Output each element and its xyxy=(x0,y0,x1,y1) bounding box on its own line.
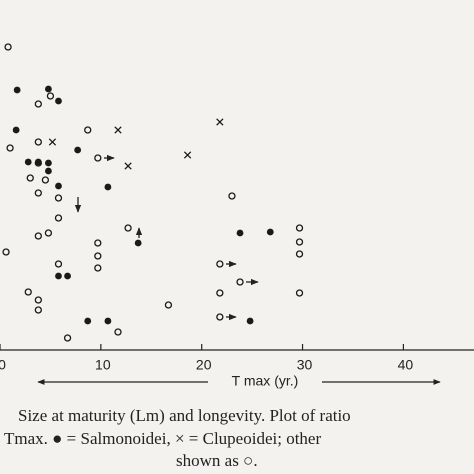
point-open xyxy=(94,264,102,272)
point-open xyxy=(295,224,304,232)
point-filled xyxy=(45,85,52,93)
point-cross xyxy=(216,118,224,126)
point-open xyxy=(2,248,10,256)
point-open xyxy=(164,301,173,309)
point-open xyxy=(114,328,122,336)
point-filled xyxy=(84,317,92,325)
point-filled xyxy=(246,317,254,325)
point-open xyxy=(63,334,72,342)
point-open xyxy=(54,194,63,202)
point-filled xyxy=(236,229,244,237)
point-filled xyxy=(24,158,32,166)
x-axis-title: T max (yr.) xyxy=(232,373,299,389)
point-filled xyxy=(55,97,62,105)
caption-line: Tmax. ● = Salmonoidei, × = Clupeoidei; o… xyxy=(4,429,321,448)
point-open xyxy=(216,313,224,321)
point-filled xyxy=(12,126,20,134)
point-filled xyxy=(55,272,62,280)
point-open xyxy=(54,214,63,222)
point-filled xyxy=(134,239,142,247)
point-filled xyxy=(55,182,62,190)
point-open xyxy=(295,238,304,246)
point-filled xyxy=(13,86,21,94)
point-open xyxy=(216,289,224,297)
caption-line: Size at maturity (Lm) and longevity. Plo… xyxy=(18,406,351,425)
point-open xyxy=(34,100,42,108)
x-tick-label: 40 xyxy=(398,357,414,373)
point-filled xyxy=(266,228,274,236)
point-filled xyxy=(104,183,112,191)
point-open xyxy=(54,260,63,268)
point-cross xyxy=(114,126,122,134)
point-open xyxy=(94,154,102,162)
point-open xyxy=(94,239,102,247)
point-filled xyxy=(74,146,82,154)
point-open xyxy=(295,250,304,258)
point-cross xyxy=(48,138,57,146)
point-cross xyxy=(183,151,192,159)
x-tick-label: 20 xyxy=(196,357,212,373)
point-open xyxy=(41,176,50,184)
point-filled xyxy=(104,317,112,325)
x-tick-label: 0 xyxy=(0,357,6,373)
caption-line: shown as ○. xyxy=(176,451,258,470)
annotation-arrows xyxy=(74,154,259,321)
point-filled xyxy=(64,272,71,280)
point-open xyxy=(34,189,42,197)
point-filled xyxy=(45,159,52,167)
x-tick-label: 10 xyxy=(95,357,111,373)
point-open xyxy=(34,296,42,304)
point-open xyxy=(228,192,236,200)
point-open xyxy=(34,138,42,146)
point-open xyxy=(84,126,92,134)
point-open xyxy=(236,278,244,286)
point-open xyxy=(124,224,132,232)
point-open xyxy=(26,174,34,182)
point-open xyxy=(34,306,42,314)
point-open xyxy=(24,288,32,296)
point-open xyxy=(94,252,102,260)
point-open xyxy=(34,232,42,240)
point-filled xyxy=(45,167,52,175)
x-tick-label: 30 xyxy=(297,357,313,373)
point-open xyxy=(295,289,304,297)
point-open xyxy=(6,144,14,152)
point-filled xyxy=(34,158,42,166)
point-open xyxy=(46,92,55,100)
point-open xyxy=(44,229,53,237)
point-cross xyxy=(124,162,132,170)
point-open xyxy=(216,260,224,268)
point-open xyxy=(4,43,12,51)
